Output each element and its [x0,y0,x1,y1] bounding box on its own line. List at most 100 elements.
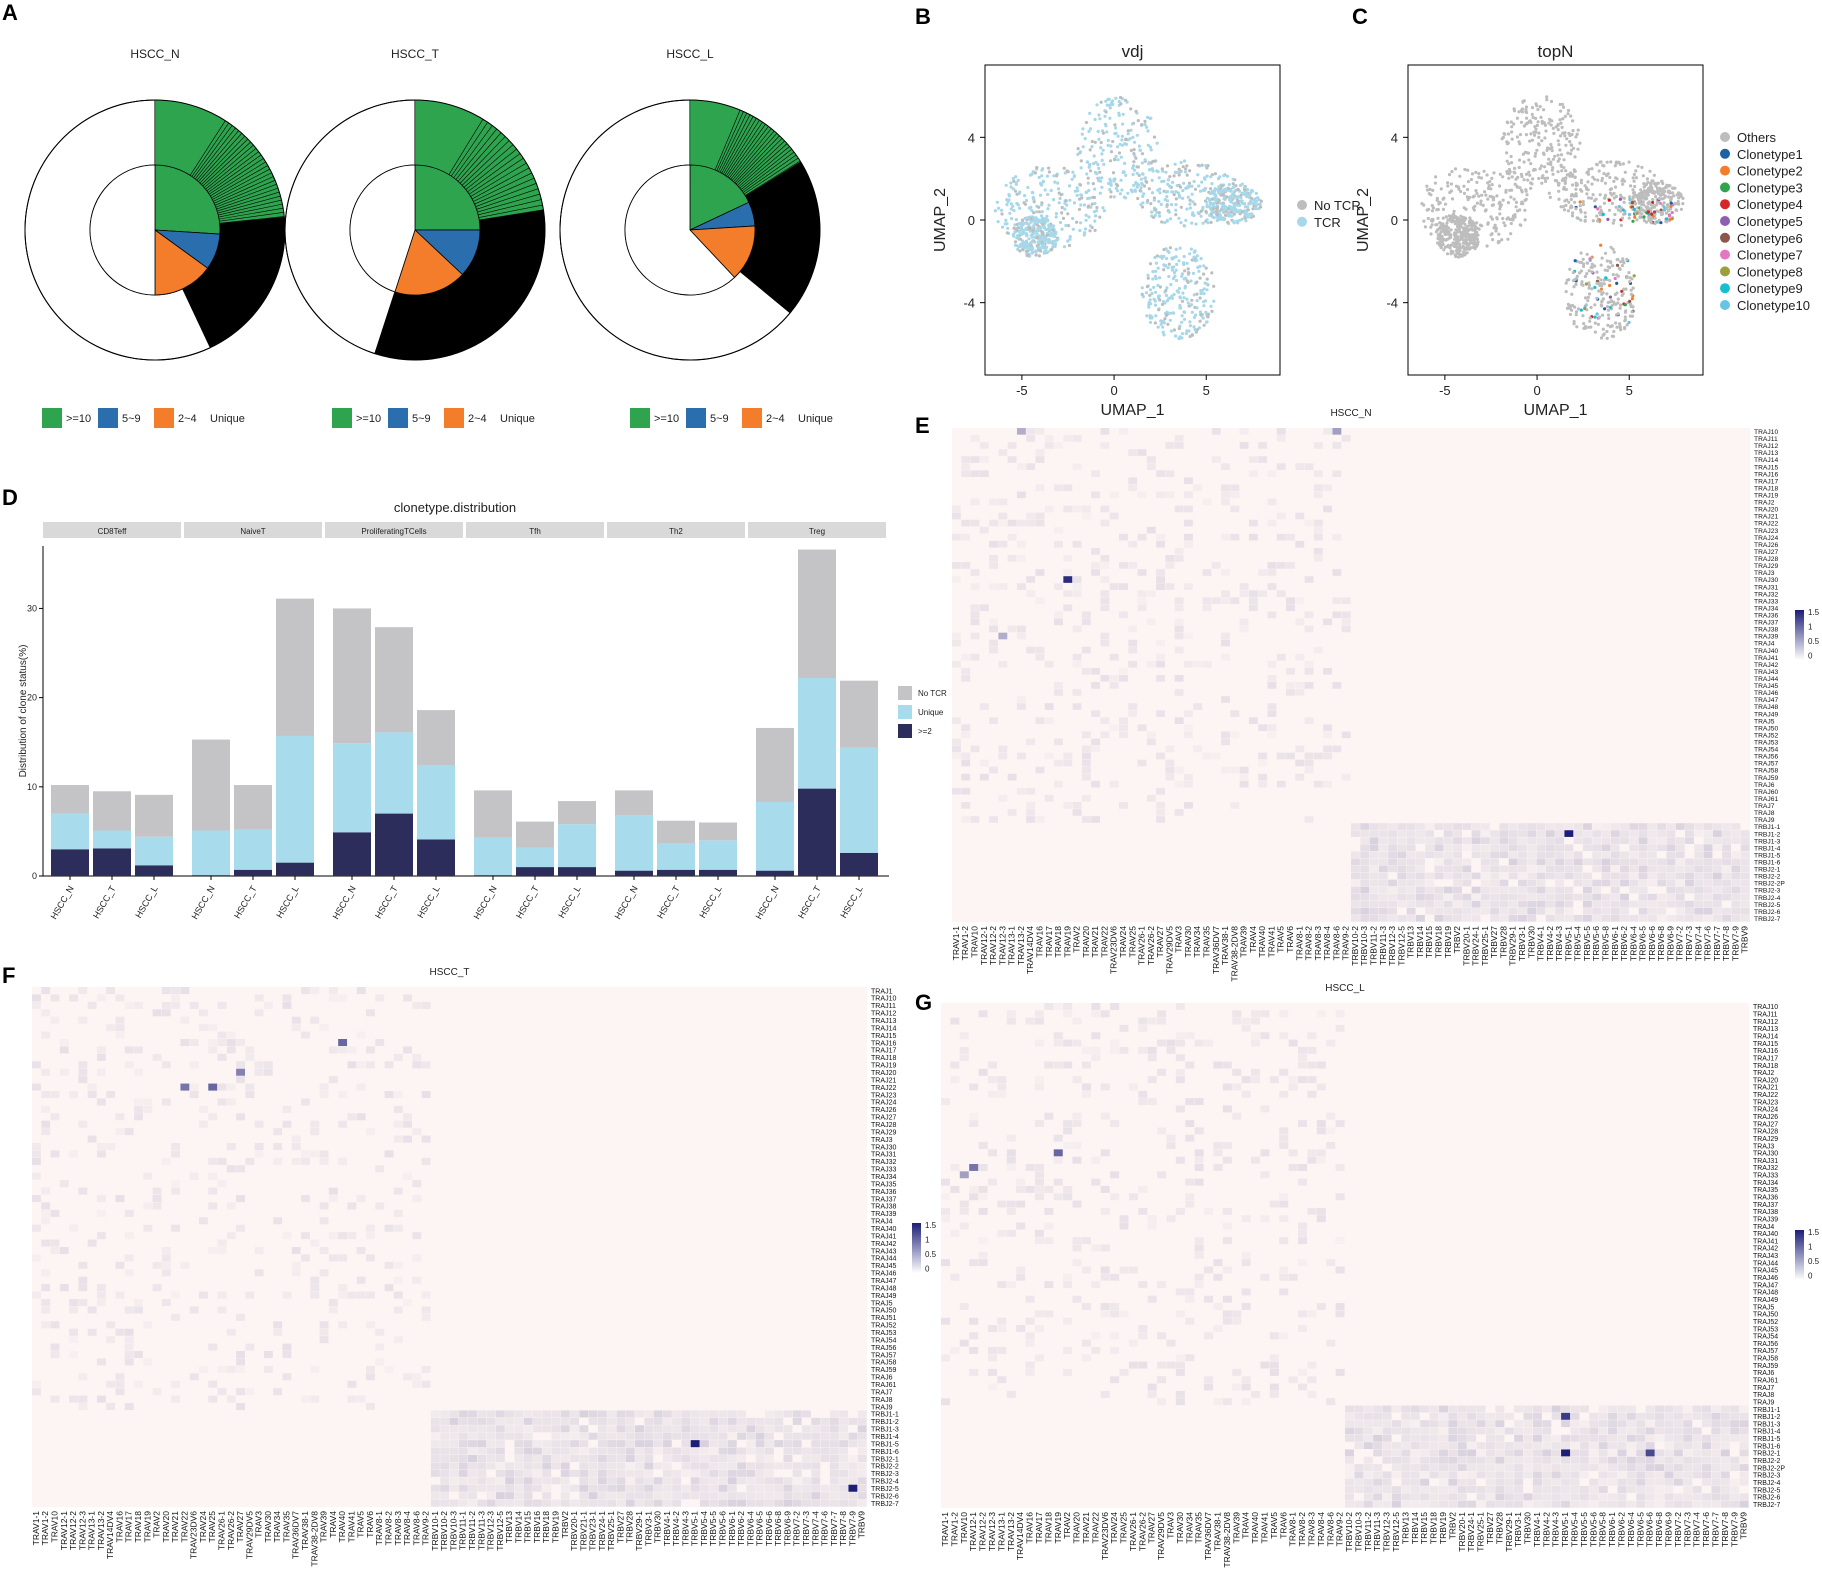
heatmap-cell [199,1217,208,1225]
umap-point [1435,223,1439,227]
umap-point [1046,250,1050,254]
heatmap-cell [1341,435,1351,442]
umap-point [1524,133,1528,137]
heatmap-cell [171,1380,181,1388]
heatmap-cell [1276,435,1286,442]
heatmap-cell [1156,653,1166,661]
legend-label: 2~4 [766,413,785,425]
umap-point [1050,224,1054,228]
heatmap-cell [1007,773,1017,781]
umap-point [1196,265,1200,269]
row-label: TRAJ49 [1754,711,1778,718]
x-tick-label: 0 [1533,383,1540,398]
heatmap-cell [189,1091,199,1099]
heatmap-cell [1091,745,1101,753]
heatmap-cell [171,1180,181,1188]
heatmap-cell [1230,597,1240,605]
umap-point [1004,218,1008,222]
heatmap-cell [1248,590,1258,597]
umap-point [1088,111,1092,115]
heatmap-cell [1295,463,1305,470]
umap-point [1457,218,1461,222]
color-scale-label: 0.5 [1808,637,1820,646]
umap-point [1037,175,1041,179]
umap-point [1188,169,1192,173]
umap-point [1150,316,1154,320]
umap-point [1594,197,1598,201]
umap-point [1148,145,1152,149]
umap-point [1182,317,1187,321]
heatmap-cell [115,1373,125,1381]
heatmap-cell [59,1068,69,1076]
heatmap-cell [1054,540,1063,548]
heatmap-cell [1490,886,1500,894]
heatmap-cell [226,1232,236,1240]
column-label: TRBV3-1 [1517,926,1527,961]
umap-point [1452,212,1456,216]
heatmap-cell [143,1224,153,1232]
heatmap-cell [124,1328,134,1336]
heatmap-cell [829,1432,839,1440]
heatmap-cell [1582,900,1592,908]
legend-dot [1720,165,1730,176]
heatmap-cell [1508,872,1518,880]
heatmap-cell [1369,844,1379,852]
heatmap-cell [1165,759,1175,767]
umap-point [1007,194,1012,198]
umap-point [1154,269,1158,273]
heatmap-cell [1406,844,1416,852]
heatmap-cell [1406,837,1416,844]
row-label: TRAJ32 [1754,591,1778,598]
umap-point [1466,187,1470,192]
clone-divider-line [478,242,543,257]
heatmap-cell [1016,696,1026,703]
umap-point [1486,197,1490,201]
heatmap-cell [1137,569,1147,576]
umap-point [1225,174,1229,178]
umap-point [1558,148,1562,152]
heatmap-cell [1054,780,1063,788]
umap-point [1635,218,1639,222]
inner-slice [89,164,156,296]
umap-point [1068,184,1072,188]
umap-point [1625,323,1629,327]
heatmap-cell [1601,851,1611,859]
umap-point [1011,187,1015,191]
heatmap-cell [1712,914,1722,922]
heatmap-cell [115,1128,125,1136]
umap-point [1630,314,1635,318]
umap-point [1147,301,1151,305]
clone-divider-line [479,234,545,240]
clone-divider-line [453,282,492,336]
heatmap-cell [1072,583,1082,590]
umap-point [1495,194,1499,198]
umap-point [1444,238,1448,242]
umap-point [1052,174,1056,178]
heatmap-cell [310,1120,320,1128]
umap-point [1168,217,1173,221]
heatmap-cell [208,1157,218,1165]
heatmap-cell [1351,914,1360,922]
heatmap-cell [774,1417,784,1425]
bar-segment [474,837,512,876]
umap-point [1192,255,1196,259]
x-tick-label: HSCC_T [91,884,118,921]
facet-label: CD8Teff [98,527,128,536]
umap-point [1436,207,1440,212]
heatmap-cell [1063,752,1073,760]
heatmap-cell [1462,837,1472,844]
column-label: TRAV12-2 [988,926,998,965]
heatmap-cell [1638,914,1648,922]
heatmap-cell [1592,844,1602,852]
umap-point [1209,187,1213,191]
heatmap-cell [1378,914,1388,922]
heatmap-cell [1629,837,1639,844]
heatmap-cell [1072,802,1082,809]
heatmap-cell [1100,632,1110,640]
umap-point [1520,110,1524,114]
heatmap-cell [1332,745,1342,753]
umap-point [1109,190,1113,194]
y-axis-label: UMAP_2 [1355,188,1372,252]
heatmap-cell [1258,724,1268,732]
heatmap-cell [1063,590,1073,597]
